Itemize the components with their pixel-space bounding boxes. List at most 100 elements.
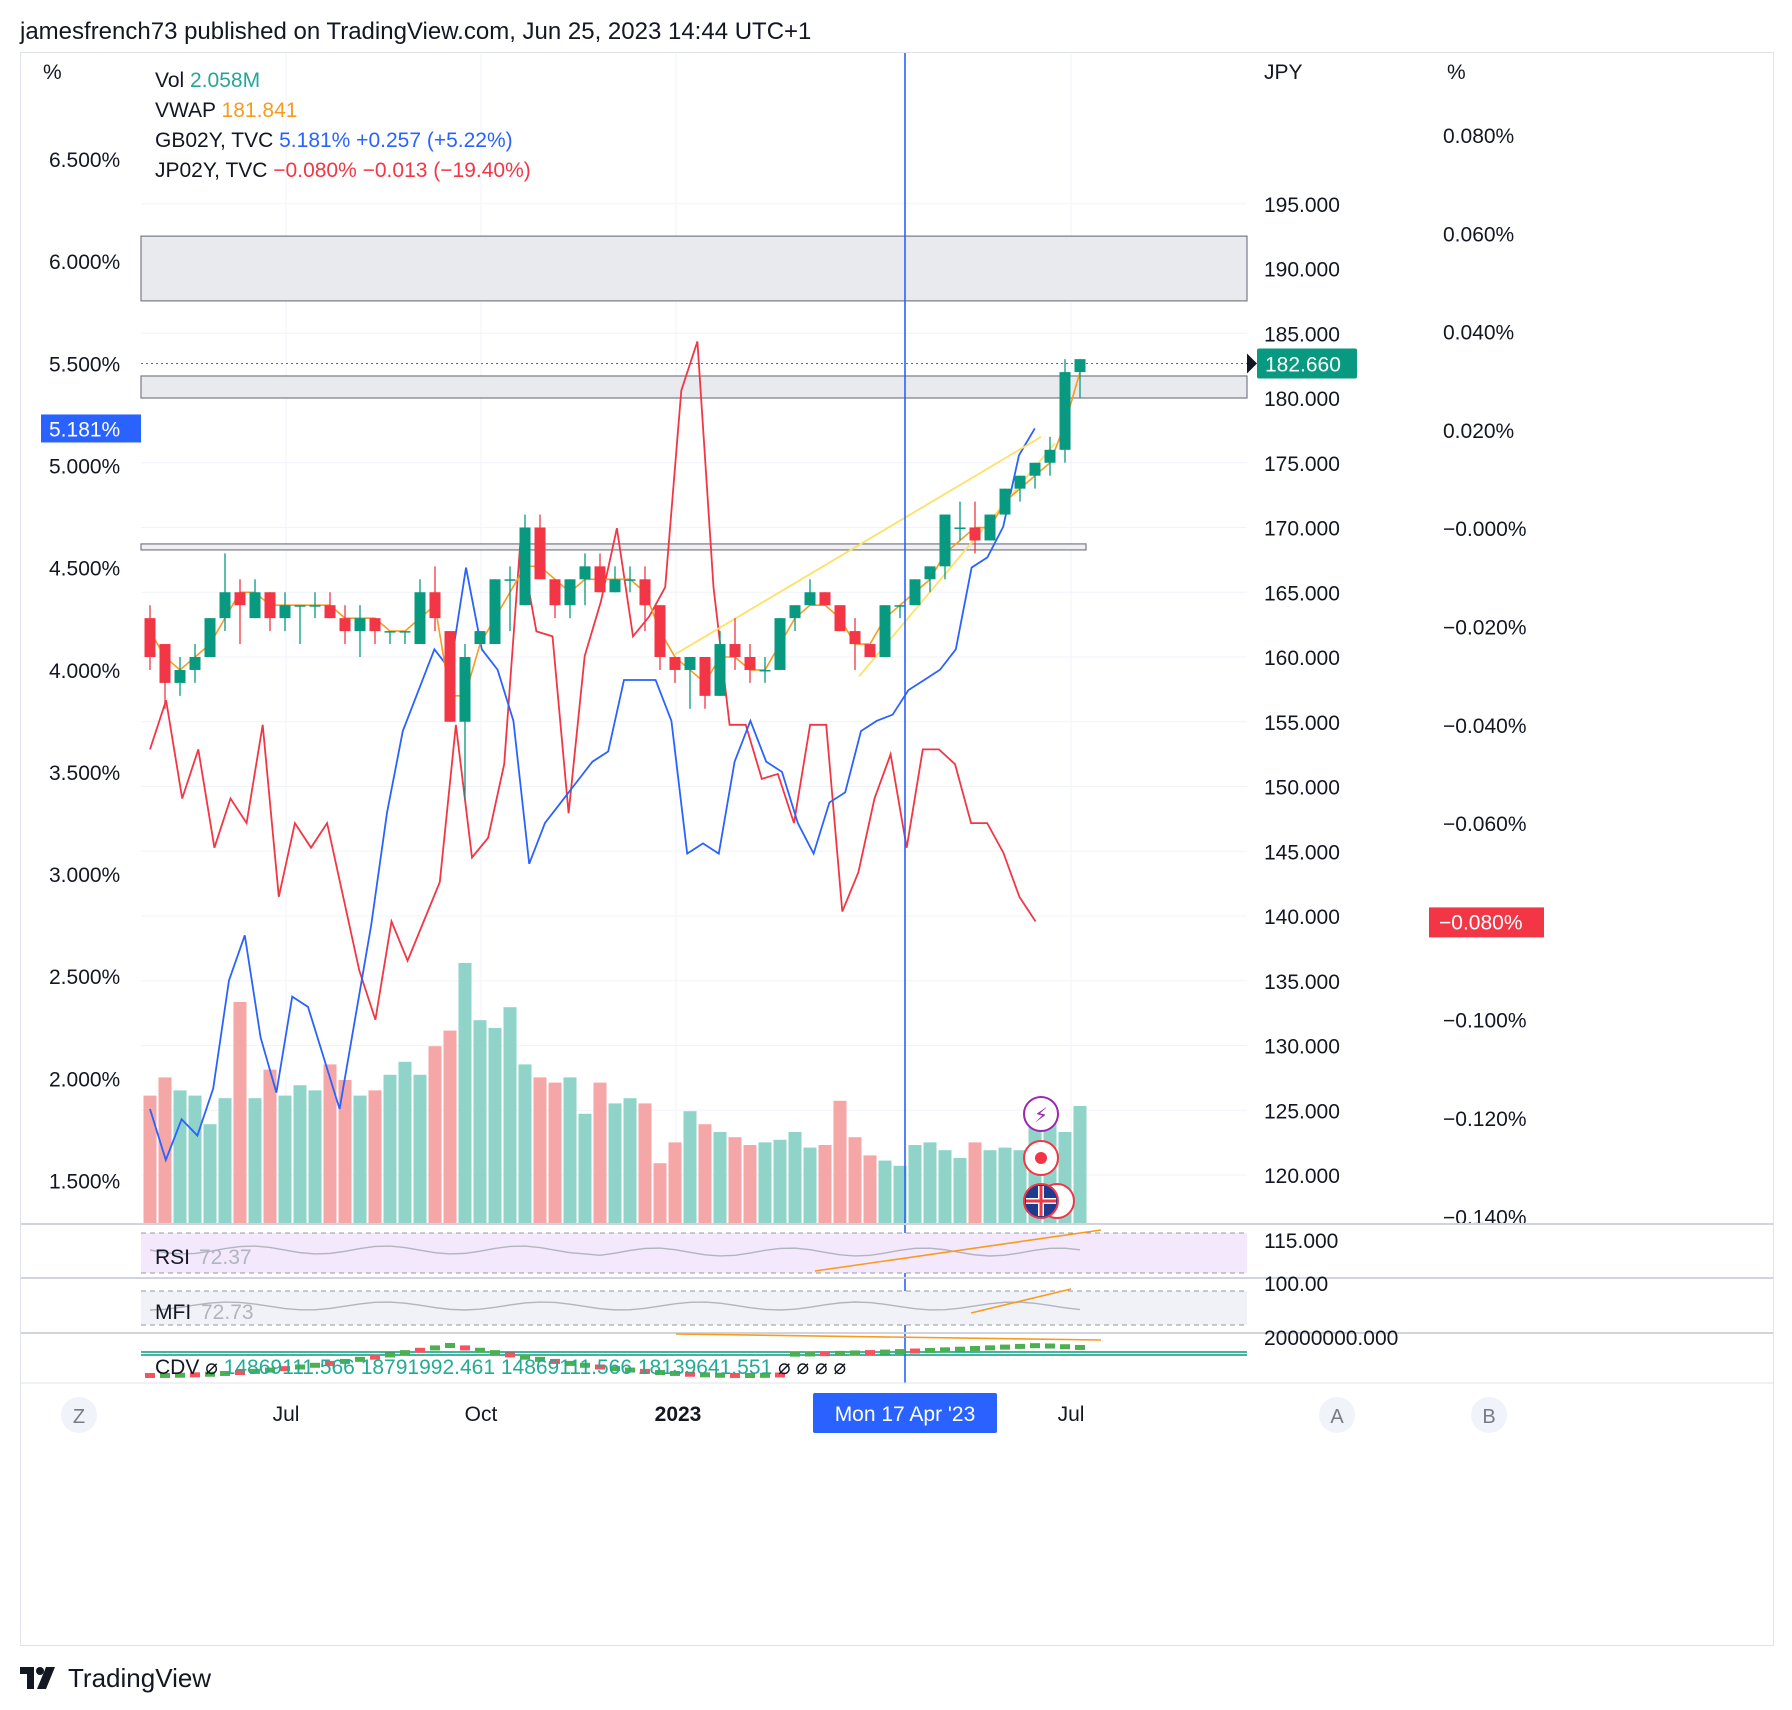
- cdv-candle: [385, 1352, 395, 1358]
- cdv-candle: [160, 1372, 170, 1378]
- cdv-candle: [970, 1346, 980, 1352]
- volume-bar: [443, 1030, 457, 1223]
- cdv-candle: [655, 1370, 665, 1376]
- cdv-candle: [955, 1346, 965, 1352]
- candle-body: [399, 631, 411, 633]
- candle-body: [1014, 475, 1026, 489]
- cdv-candle: [430, 1345, 440, 1351]
- volume-bar: [413, 1074, 427, 1223]
- cdv-candle: [775, 1372, 785, 1378]
- volume-bar: [278, 1095, 292, 1223]
- rsi-value: 72.37: [199, 1246, 252, 1269]
- scale-button-z[interactable]: [61, 1397, 97, 1433]
- volume-bar: [803, 1147, 817, 1223]
- volume-bar: [518, 1064, 532, 1223]
- cdv-candle: [145, 1372, 155, 1378]
- price-axis-tick: 125.000: [1264, 1100, 1340, 1123]
- right-axis-tick: 0.040%: [1443, 322, 1514, 345]
- rsi-trend-line: [814, 1229, 1102, 1272]
- cdv-candle: [460, 1345, 470, 1351]
- cdv-candle: [565, 1360, 575, 1366]
- left-axis-unit: %: [43, 61, 62, 84]
- price-axis-tick: 180.000: [1264, 388, 1340, 411]
- cdv-candle: [910, 1348, 920, 1354]
- cdv-candle: [880, 1349, 890, 1355]
- left-axis-tick: 2.500%: [49, 966, 120, 989]
- candle-body: [849, 631, 861, 645]
- price-axis-tick: 145.000: [1264, 841, 1340, 864]
- scale-button-label: B: [1482, 1406, 1495, 1428]
- candle-body: [144, 618, 156, 657]
- left-axis-tick: 6.000%: [49, 251, 120, 274]
- gb02y-line: [149, 428, 1036, 1163]
- volume-bar: [983, 1150, 997, 1223]
- jp02y-last-label: −0.080%: [1439, 911, 1523, 934]
- cdv-candle: [1060, 1344, 1070, 1350]
- cdv-candle: [925, 1347, 935, 1353]
- volume-bar: [263, 1069, 277, 1223]
- price-axis-tick: 135.000: [1264, 971, 1340, 994]
- scale-button-b[interactable]: [1471, 1397, 1507, 1433]
- lightning-icon: [1023, 1096, 1059, 1132]
- volume-bar: [353, 1095, 367, 1223]
- candle-body: [894, 605, 906, 607]
- volume-bar: [653, 1163, 667, 1223]
- volume-bar: [563, 1077, 577, 1223]
- left-axis-tick: 3.500%: [49, 762, 120, 785]
- cdv-candle: [325, 1360, 335, 1366]
- cdv-candle: [415, 1347, 425, 1353]
- candle-body: [669, 657, 681, 670]
- zone-rectangle: [140, 375, 1248, 399]
- candle-body: [684, 657, 696, 670]
- candle-body: [429, 592, 441, 619]
- candle-body: [444, 631, 456, 722]
- volume-bar: [548, 1082, 562, 1223]
- candle-body: [459, 657, 471, 722]
- cdv-candle: [205, 1371, 215, 1377]
- cdv-candle: [220, 1370, 230, 1376]
- candle-body: [174, 669, 186, 683]
- left-axis-tick: 4.500%: [49, 558, 120, 581]
- legend-vwap: VWAP 181.841: [155, 99, 297, 122]
- volume-bar: [923, 1142, 937, 1223]
- publisher-header: jamesfrench73 published on TradingView.c…: [20, 18, 812, 45]
- candle-body: [939, 514, 951, 567]
- cdv-candle: [280, 1366, 290, 1372]
- volume-bar: [458, 963, 472, 1223]
- volume-bar: [338, 1080, 352, 1223]
- mfi-axis-tick: 100.00: [1264, 1273, 1328, 1296]
- right-axis-tick: −0.000%: [1443, 518, 1527, 541]
- cdv-candle: [235, 1370, 245, 1376]
- rsi-label: RSI: [155, 1246, 190, 1269]
- volume-bar: [968, 1142, 982, 1223]
- candle-body: [414, 592, 426, 645]
- candle-body: [774, 618, 786, 670]
- volume-bar: [743, 1145, 757, 1223]
- right-axis-tick: −0.060%: [1443, 813, 1527, 836]
- cdv-candle: [370, 1354, 380, 1360]
- right-axis-tick: −0.140%: [1443, 1206, 1527, 1229]
- cdv-candle: [355, 1356, 365, 1362]
- time-axis-label: 2023: [655, 1403, 702, 1426]
- cdv-candle: [340, 1358, 350, 1364]
- cdv-candle: [250, 1368, 260, 1374]
- tradingview-logo[interactable]: TradingView: [20, 1658, 211, 1698]
- left-axis-tick: 5.000%: [49, 455, 120, 478]
- price-axis-tick: 195.000: [1264, 194, 1340, 217]
- scale-button-a[interactable]: [1319, 1397, 1355, 1433]
- volume-bar: [938, 1150, 952, 1223]
- price-axis-tick: 175.000: [1264, 453, 1340, 476]
- candle-body: [324, 605, 336, 619]
- left-axis-tick: 3.000%: [49, 864, 120, 887]
- price-axis-tick: 140.000: [1264, 906, 1340, 929]
- candle-body: [159, 644, 171, 683]
- record-dot: [1035, 1152, 1047, 1164]
- volume-bar: [308, 1090, 322, 1223]
- candle-body: [474, 631, 486, 645]
- trading-chart[interactable]: % 6.500% 6.000% 5.500% 5.000% 4.500% 4.000% 3.5…: [21, 53, 1773, 1645]
- cdv-candle: [1075, 1344, 1085, 1350]
- volume-bar: [488, 1028, 502, 1223]
- price-axis-tick: 185.000: [1264, 323, 1340, 346]
- cdv-candle: [625, 1367, 635, 1373]
- right-axis-unit: %: [1447, 61, 1466, 84]
